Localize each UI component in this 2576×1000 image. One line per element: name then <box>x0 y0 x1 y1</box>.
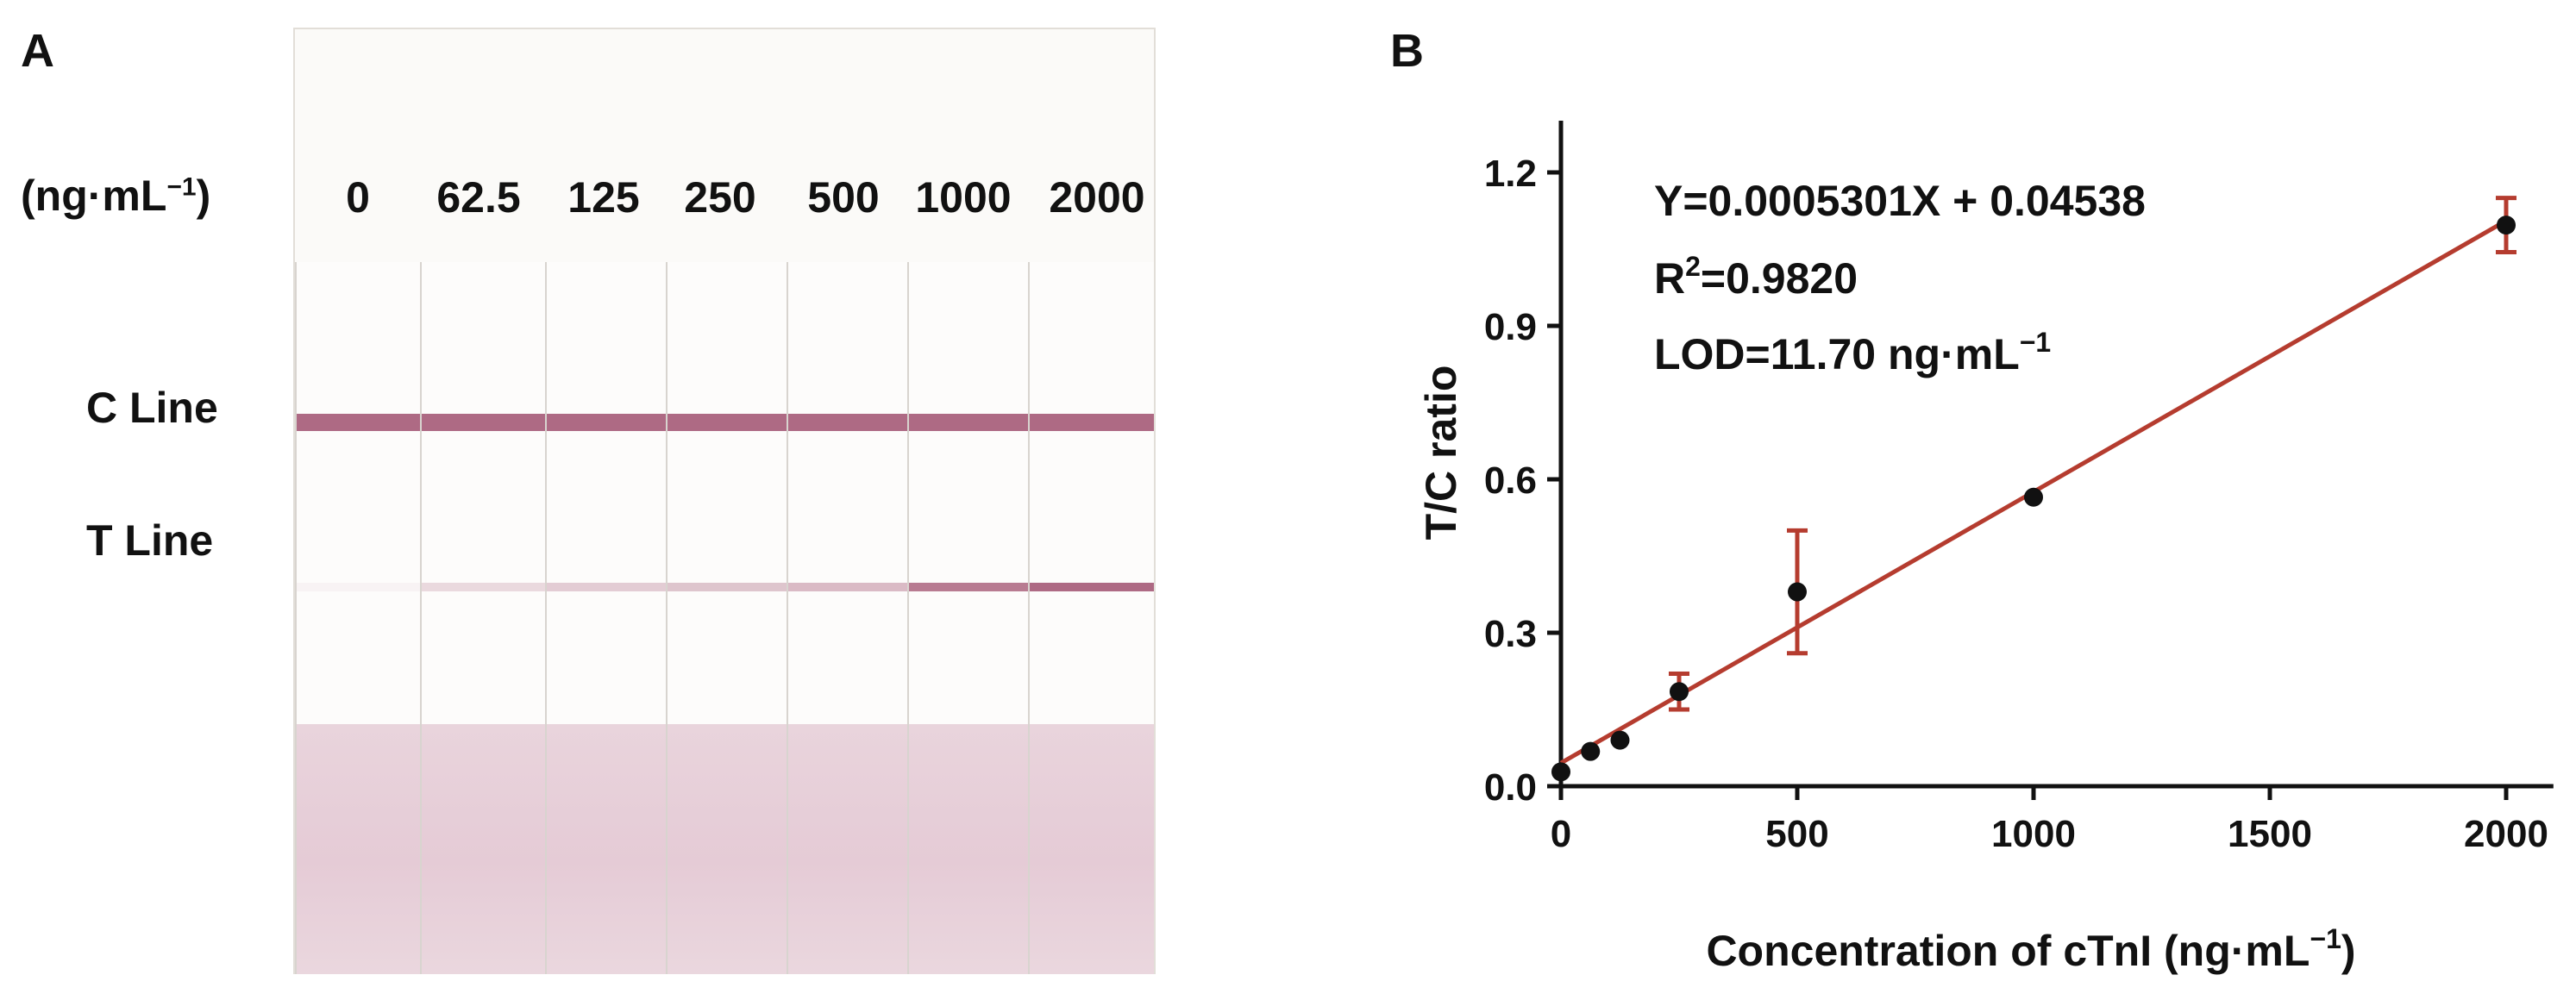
photo-header-area <box>295 29 1154 262</box>
concentration-label: 500 <box>807 173 880 222</box>
sample-pad <box>668 724 787 974</box>
test-band <box>297 583 420 591</box>
y-tick-label: 0.9 <box>1484 306 1537 348</box>
concentration-label: 1000 <box>915 173 1012 222</box>
panel-b-label: B <box>1390 25 1424 77</box>
t-line-label: T Line <box>86 516 214 565</box>
test-band <box>909 583 1028 591</box>
control-band <box>788 414 907 431</box>
sample-pad <box>909 724 1028 974</box>
sample-pad <box>297 724 420 974</box>
test-strip-7 <box>1028 262 1154 974</box>
concentration-label: 250 <box>684 173 756 222</box>
data-point <box>1610 730 1630 750</box>
y-tick-label: 0.3 <box>1484 613 1537 655</box>
test-band <box>668 583 787 591</box>
test-strip-4 <box>666 262 787 974</box>
unit-text: (ng·mL <box>21 172 167 220</box>
sample-pad <box>547 724 666 974</box>
data-point <box>1581 741 1601 761</box>
sample-pad <box>422 724 545 974</box>
lateral-flow-strips-photo <box>293 28 1156 974</box>
y-tick-label: 1.2 <box>1484 153 1537 195</box>
y-axis-title: T/C ratio <box>1417 366 1465 541</box>
x-tick-label: 1500 <box>2228 813 2312 855</box>
data-point <box>2497 216 2516 235</box>
control-band <box>297 414 420 431</box>
unit-close: ) <box>196 172 211 220</box>
c-line-label: C Line <box>86 384 218 432</box>
data-point <box>2024 487 2043 507</box>
concentration-unit-label: (ng·mL−1) <box>21 171 210 221</box>
sample-pad <box>1030 724 1154 974</box>
data-point <box>1670 682 1689 702</box>
x-tick-label: 500 <box>1765 813 1828 855</box>
test-strip-5 <box>787 262 907 974</box>
test-band <box>788 583 907 591</box>
y-tick-label: 0.6 <box>1484 459 1537 502</box>
unit-exponent: −1 <box>166 172 197 202</box>
test-strip-6 <box>907 262 1028 974</box>
test-band <box>547 583 666 591</box>
equation-annotation: Y=0.0005301X + 0.04538 <box>1654 177 2146 225</box>
x-tick-label: 0 <box>1551 813 1571 855</box>
x-tick-label: 1000 <box>1991 813 2076 855</box>
data-point <box>1551 762 1570 782</box>
control-band <box>909 414 1028 431</box>
test-strip-2 <box>420 262 545 974</box>
lod-annotation: LOD=11.70 ng·mL−1 <box>1654 327 2051 378</box>
calibration-chart: 0.0 0.3 0.6 0.9 1.2 0 500 1000 1500 2000 T/C ratio… <box>1417 121 2554 975</box>
test-strip-3 <box>545 262 666 974</box>
x-axis-title: Concentration of cTnI (ng·mL−1) <box>1706 923 2355 975</box>
concentration-label: 125 <box>567 173 640 222</box>
test-band <box>1030 583 1154 591</box>
x-tick-label: 2000 <box>2464 813 2548 855</box>
r-squared-annotation: R2=0.9820 <box>1654 251 1858 303</box>
control-band <box>1030 414 1154 431</box>
concentration-label: 2000 <box>1049 173 1145 222</box>
test-band <box>422 583 545 591</box>
control-band <box>422 414 545 431</box>
data-point <box>1788 582 1807 602</box>
sample-pad <box>788 724 907 974</box>
control-band <box>668 414 787 431</box>
control-band <box>547 414 666 431</box>
test-strip-1 <box>295 262 420 974</box>
panel-a-label: A <box>21 25 54 77</box>
concentration-label: 0 <box>346 173 370 222</box>
y-tick-label: 0.0 <box>1484 766 1537 809</box>
concentration-label: 62.5 <box>436 173 521 222</box>
